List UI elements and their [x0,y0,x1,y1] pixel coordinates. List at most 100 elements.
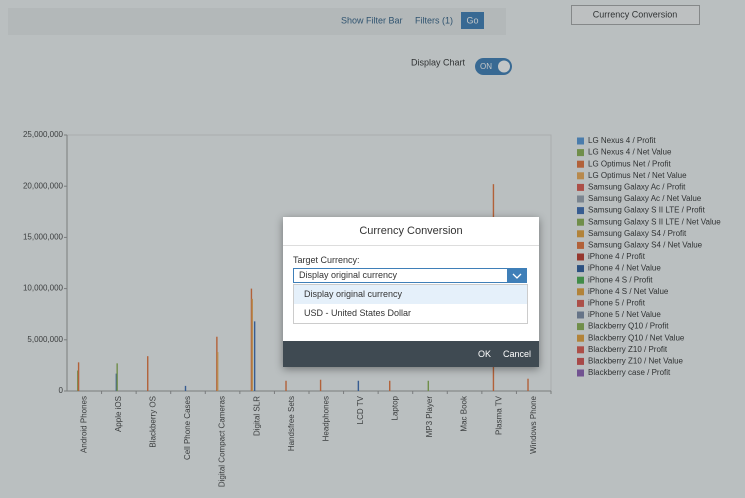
dialog-footer: OK Cancel [283,341,539,367]
x-tick-label: Mac Book [460,395,469,432]
legend-swatch [577,195,584,203]
x-tick-label: Apple iOS [114,396,123,432]
bar [184,385,187,391]
currency-button[interactable] [571,5,700,25]
show-filter-bar[interactable]: Show Filter Bar [341,15,403,25]
dialog-title: Currency Conversion [283,217,539,246]
legend-label: Blackberry Q10 / Profit [588,322,669,331]
x-tick-label: MP3 Player [425,396,434,438]
bar [427,380,429,391]
field-label: Target Currency: [293,255,360,265]
legend-label: LG Nexus 4 / Net Value [588,148,672,157]
legend-label: LG Nexus 4 / Profit [588,136,656,145]
legend-swatch [577,183,584,191]
toggle-label[interactable]: ON [480,62,492,71]
legend-label: iPhone 5 / Profit [588,299,646,308]
legend-label: iPhone 5 / Net Value [588,310,661,319]
bar [527,378,529,391]
x-tick-label: Headphones [321,396,330,441]
legend-label: iPhone 4 / Net Value [588,264,661,273]
bar [216,352,219,391]
y-tick-label: 5,000,000 [27,335,63,344]
ok-button[interactable]: OK [478,349,492,359]
currency-select[interactable]: Display original currency [293,268,527,283]
option[interactable]: Display original currency [294,285,527,304]
x-tick-label: Plasma TV [494,395,503,435]
filter-toolbar [8,8,506,35]
bar [216,336,218,391]
legend-label: iPhone 4 S / Net Value [588,287,669,296]
x-tick-label: Android Phones [79,396,88,453]
legend-swatch [577,253,584,261]
x-tick-label: Digital Compact Cameras [218,396,227,487]
legend-label: Samsung Galaxy S4 / Profit [588,229,687,238]
x-tick-label: Handsfree Sets [287,396,296,451]
bar [251,298,253,391]
legend-label: Samsung Galaxy S II LTE / Net Value [588,217,721,226]
bar [116,363,118,391]
y-tick-label: 10,000,000 [23,284,64,293]
y-tick-label: 15,000,000 [23,233,64,242]
bar [77,362,80,391]
display-chart-label: Display Chart [411,57,466,67]
legend-swatch [577,299,584,307]
dialog: Currency Conversion Target Currency: Dis… [283,217,539,367]
dropdown-button[interactable] [507,268,527,283]
legend-swatch [577,288,584,296]
bar [253,321,256,391]
chevron [512,273,522,279]
option[interactable]: USD - United States Dollar [304,308,412,318]
legend-label: LG Optimus Net / Profit [588,159,671,168]
y-tick-label: 25,000,000 [23,130,64,139]
legend-swatch [577,149,584,157]
go-button[interactable] [461,12,484,29]
legend-swatch [577,137,584,145]
x-tick-label: Laptop [391,395,400,420]
legend-label: iPhone 4 / Profit [588,252,646,261]
bar [285,380,287,391]
legend-swatch [577,265,584,273]
bar [389,380,391,391]
legend-swatch [577,172,584,180]
legend-label: LG Optimus Net / Net Value [588,171,687,180]
cancel-button[interactable]: Cancel [503,349,532,359]
legend-swatch [577,311,584,319]
legend-label: Samsung Galaxy S4 / Net Value [588,241,703,250]
dropdown-list: Display original currency USD - United S… [293,284,528,324]
bar [77,370,79,391]
x-tick-label: LCD TV [356,395,365,424]
go-label[interactable]: Go [466,15,478,25]
legend-label: iPhone 4 S / Profit [588,275,653,284]
legend-label: Blackberry Z10 / Net Value [588,357,684,366]
legend-label: Samsung Galaxy S II LTE / Profit [588,206,706,215]
currency-button-label[interactable]: Currency Conversion [593,9,678,19]
y-tick-label: 20,000,000 [23,181,64,190]
filters-link[interactable]: Filters (1) [415,15,453,25]
legend-swatch [577,276,584,284]
legend-swatch [577,334,584,342]
legend-swatch [577,160,584,168]
bar [357,380,360,391]
legend-label: Samsung Galaxy Ac / Net Value [588,194,702,203]
legend-swatch [577,357,584,365]
legend-label: Blackberry Q10 / Net Value [588,333,685,342]
x-tick-label: Cell Phone Cases [183,396,192,460]
bar [147,356,149,391]
y-tick-label: 0 [59,386,64,395]
bar [319,379,322,391]
legend-swatch [577,207,584,215]
x-tick-label: Digital SLR [252,396,261,436]
chart: 0 5,000,000 10,000,000 15,000,000 20,000,000… [23,130,721,487]
legend-swatch [577,323,584,331]
legend-swatch [577,369,584,377]
bar [115,373,118,391]
x-tick-label: Blackberry OS [149,396,158,448]
legend-swatch [577,346,584,354]
x-tick-label: Windows Phone [529,395,538,453]
selected-value: Display original currency [299,270,398,280]
legend-label: Blackberry Z10 / Profit [588,345,668,354]
legend-label: Samsung Galaxy Ac / Profit [588,183,686,192]
legend-swatch [577,230,584,238]
toggle-knob[interactable] [498,60,510,73]
